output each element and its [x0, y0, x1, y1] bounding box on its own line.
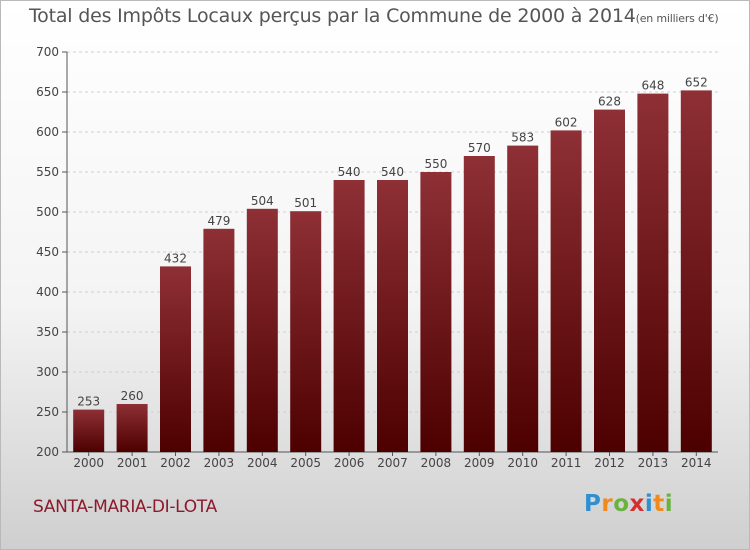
logo-letter: i — [644, 491, 654, 517]
bar — [594, 109, 625, 452]
x-tick-label: 2011 — [551, 456, 582, 470]
bar-value-label: 540 — [381, 165, 404, 179]
bar-value-label: 583 — [511, 131, 534, 145]
logo-letter: o — [613, 491, 630, 517]
bar-value-label: 479 — [207, 214, 230, 228]
y-tick-label: 200 — [36, 445, 59, 459]
bar-value-label: 260 — [121, 389, 144, 403]
logo-letter: x — [629, 491, 645, 517]
y-tick-label: 400 — [36, 285, 59, 299]
y-tick-label: 700 — [36, 45, 59, 59]
y-tick-label: 500 — [36, 205, 59, 219]
y-tick-label: 550 — [36, 165, 59, 179]
x-tick-label: 2008 — [421, 456, 452, 470]
bar — [290, 211, 322, 452]
bar — [160, 266, 191, 452]
bar — [680, 90, 712, 453]
bar — [463, 156, 495, 452]
bar — [246, 208, 278, 452]
y-tick-label: 650 — [36, 85, 59, 99]
y-tick-label: 250 — [36, 405, 59, 419]
x-tick-label: 2007 — [377, 456, 408, 470]
y-tick-label: 600 — [36, 125, 59, 139]
logo-letter: P — [584, 491, 602, 517]
logo-letter: t — [653, 491, 665, 517]
bar-value-label: 628 — [598, 95, 621, 109]
bar — [333, 180, 365, 452]
x-tick-label: 2010 — [507, 456, 538, 470]
bar — [116, 404, 148, 452]
bar — [507, 145, 539, 452]
logo-letter: i — [664, 491, 674, 517]
x-tick-label: 2000 — [73, 456, 104, 470]
bar-value-label: 602 — [555, 115, 578, 129]
x-tick-label: 2002 — [160, 456, 191, 470]
bar-value-label: 501 — [294, 196, 317, 210]
x-tick-label: 2013 — [638, 456, 669, 470]
x-tick-label: 2005 — [290, 456, 321, 470]
y-tick-label: 300 — [36, 365, 59, 379]
bar-value-label: 550 — [424, 157, 447, 171]
y-tick-label: 450 — [36, 245, 59, 259]
commune-name: SANTA-MARIA-DI-LOTA — [33, 497, 217, 517]
chart-title: Total des Impôts Locaux perçus par la Co… — [29, 5, 719, 27]
bar-value-label: 652 — [685, 75, 708, 89]
bar-value-label: 432 — [164, 251, 187, 265]
bar — [203, 228, 235, 452]
x-tick-label: 2004 — [247, 456, 278, 470]
bar — [550, 130, 582, 452]
logo-letter: r — [601, 491, 614, 517]
bar — [637, 93, 669, 452]
bar-value-label: 504 — [251, 194, 274, 208]
proxiti-logo: Proxiti — [584, 491, 673, 517]
bar-value-label: 648 — [641, 79, 664, 93]
x-tick-label: 2003 — [204, 456, 235, 470]
x-tick-label: 2014 — [681, 456, 712, 470]
x-tick-label: 2006 — [334, 456, 365, 470]
title-text: Total des Impôts Locaux perçus par la Co… — [29, 5, 636, 27]
bar-value-label: 540 — [338, 165, 361, 179]
y-tick-label: 350 — [36, 325, 59, 339]
bar — [73, 409, 105, 452]
bar — [420, 172, 452, 452]
x-tick-label: 2012 — [594, 456, 625, 470]
bar — [377, 180, 408, 452]
x-tick-label: 2009 — [464, 456, 495, 470]
bar-value-label: 570 — [468, 141, 491, 155]
x-tick-label: 2001 — [117, 456, 148, 470]
title-unit: (en milliers d'€) — [635, 12, 719, 25]
bar-value-label: 253 — [77, 395, 100, 409]
